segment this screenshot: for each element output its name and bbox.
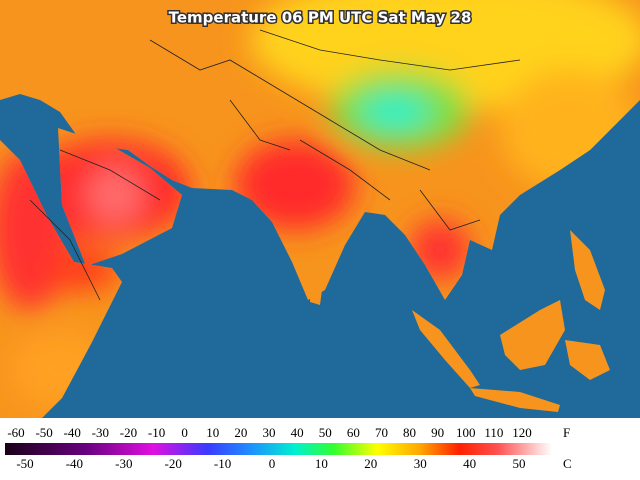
fahrenheit-label: -50 [35,425,52,440]
fahrenheit-label: 20 [234,425,247,440]
borders [29,29,521,301]
fahrenheit-label: 30 [263,425,276,440]
fahrenheit-label: 100 [456,425,476,440]
fahrenheit-label: 80 [403,425,416,440]
celsius-label: -20 [165,456,182,471]
fahrenheit-label: 0 [181,425,188,440]
celsius-label: -10 [214,456,231,471]
celsius-label: -40 [66,456,83,471]
fahrenheit-label: 10 [206,425,219,440]
celsius-label: 30 [414,456,427,471]
color-scale [5,443,552,455]
fahrenheit-label: 60 [347,425,360,440]
celsius-unit: C [563,456,572,471]
celsius-label: 20 [364,456,377,471]
celsius-label: 0 [269,456,276,471]
fahrenheit-label: 50 [319,425,332,440]
fahrenheit-unit: F [563,425,570,440]
celsius-label: 40 [463,456,476,471]
fahrenheit-label: 70 [375,425,388,440]
fahrenheit-label: 120 [512,425,532,440]
fahrenheit-label: 90 [431,425,444,440]
fahrenheit-label: -40 [64,425,81,440]
celsius-label: 10 [315,456,328,471]
celsius-label: 50 [513,456,526,471]
map-title: Temperature 06 PM UTC Sat May 28 [169,9,472,27]
fahrenheit-label: 40 [291,425,304,440]
fahrenheit-label: 110 [484,425,503,440]
fahrenheit-label: -60 [7,425,24,440]
celsius-label: -30 [115,456,132,471]
fahrenheit-label: -20 [120,425,137,440]
fahrenheit-label: -30 [92,425,109,440]
celsius-label: -50 [16,456,33,471]
fahrenheit-label: -10 [148,425,165,440]
